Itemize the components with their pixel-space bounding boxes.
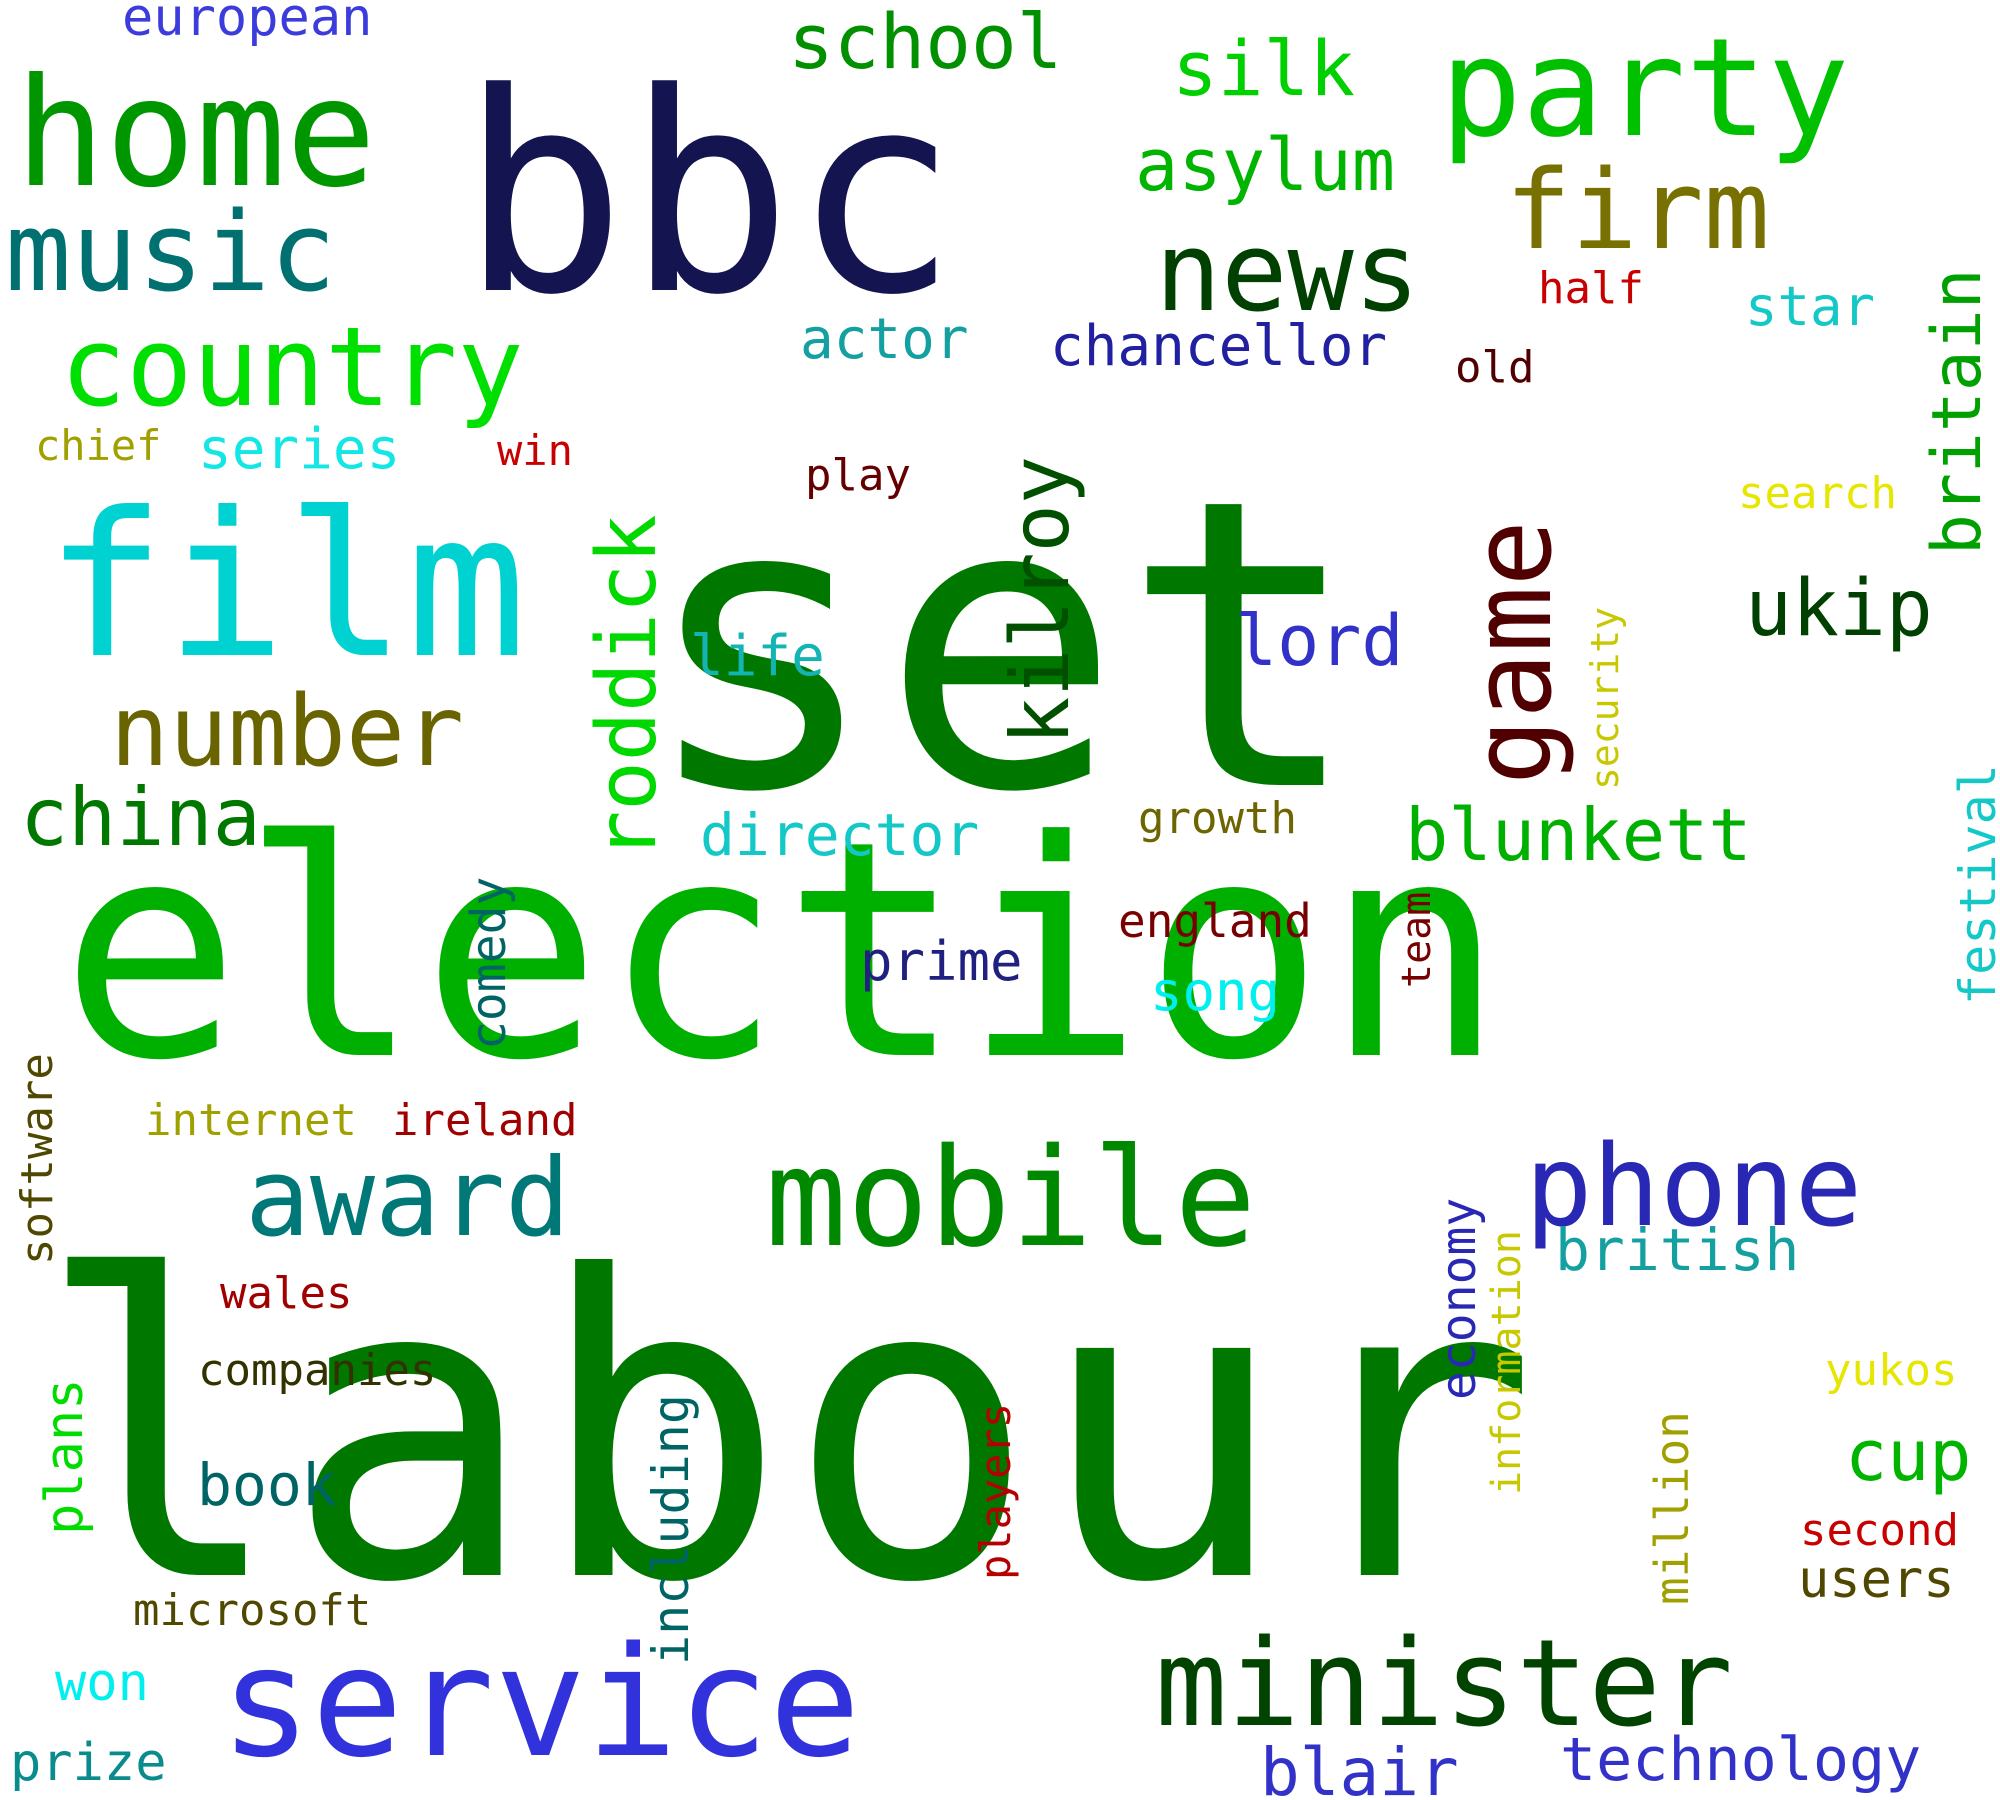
word-growth: growth	[1138, 793, 1297, 844]
word-silk: silk	[1172, 24, 1355, 113]
word-firm: firm	[1505, 146, 1770, 274]
word-ireland: ireland	[392, 1095, 577, 1146]
word-million: million	[1645, 1411, 1699, 1605]
word-service: service	[220, 1614, 861, 1791]
word-old: old	[1455, 342, 1534, 393]
word-wales: wales	[220, 1268, 352, 1319]
word-microsoft: microsoft	[133, 1585, 371, 1636]
word-britain: britain	[1918, 268, 1997, 555]
word-prize: prize	[10, 1733, 167, 1793]
word-asylum: asylum	[1135, 123, 1395, 207]
word-roddick: roddick	[580, 514, 675, 860]
word-home: home	[15, 47, 376, 221]
word-win: win	[497, 426, 573, 475]
word-life: life	[690, 624, 825, 689]
word-china: china	[20, 771, 261, 864]
word-european: european	[122, 0, 372, 48]
word-information: information	[1484, 1230, 1530, 1495]
word-chancellor: chancellor	[1050, 314, 1387, 379]
word-players: players	[971, 1403, 1020, 1580]
word-won: won	[55, 1653, 149, 1713]
word-internet: internet	[145, 1095, 357, 1146]
word-star: star	[1745, 275, 1875, 338]
word-plans: plans	[35, 1378, 95, 1535]
word-festival: festival	[1949, 764, 2000, 1005]
word-chief: chief	[35, 421, 161, 470]
word-team: team	[1394, 892, 1440, 988]
word-security: security	[1583, 607, 1627, 790]
word-bbc: bbc	[460, 35, 959, 356]
word-news: news	[1155, 208, 1420, 336]
word-school: school	[788, 0, 1063, 86]
word-play: play	[805, 450, 911, 501]
word-yukos: yukos	[1825, 1345, 1957, 1396]
word-software: software	[12, 1053, 63, 1265]
word-blunkett: blunkett	[1405, 793, 1752, 877]
word-minister: minister	[1155, 1615, 1733, 1754]
word-music: music	[5, 188, 336, 316]
word-companies: companies	[198, 1345, 436, 1396]
word-users: users	[1798, 1550, 1955, 1610]
word-british: british	[1555, 1216, 1799, 1284]
word-election: election	[60, 777, 1505, 1126]
word-country: country	[60, 303, 524, 431]
word-including: including	[642, 1394, 700, 1665]
word-technology: technology	[1560, 1725, 1921, 1795]
word-search: search	[1738, 468, 1897, 519]
word-comedy: comedy	[461, 877, 517, 1050]
word-song: song	[1150, 960, 1280, 1023]
word-lord: lord	[1235, 600, 1404, 682]
word-set: set	[640, 415, 1362, 880]
word-award: award	[245, 1136, 570, 1261]
word-second: second	[1800, 1505, 1959, 1556]
word-game: game	[1448, 520, 1576, 785]
word-economy: economy	[1431, 1198, 1487, 1400]
word-book: book	[197, 1451, 337, 1519]
word-half: half	[1538, 263, 1644, 314]
word-series: series	[198, 417, 400, 482]
word-ukip: ukip	[1745, 564, 1933, 654]
word-kilroy: kilroy	[994, 456, 1087, 745]
word-prime: prime	[860, 930, 1023, 993]
word-labour: labour	[35, 1190, 1538, 1674]
word-phone: phone	[1525, 1122, 1862, 1252]
word-england: england	[1118, 894, 1312, 948]
word-mobile: mobile	[765, 1120, 1256, 1278]
word-number: number	[110, 675, 464, 789]
word-party: party	[1440, 10, 1849, 168]
word-film: film	[45, 470, 527, 703]
word-actor: actor	[800, 307, 969, 372]
word-blair: blair	[1260, 1734, 1459, 1800]
word-director: director	[700, 801, 979, 869]
word-cup: cup	[1845, 1415, 1971, 1497]
